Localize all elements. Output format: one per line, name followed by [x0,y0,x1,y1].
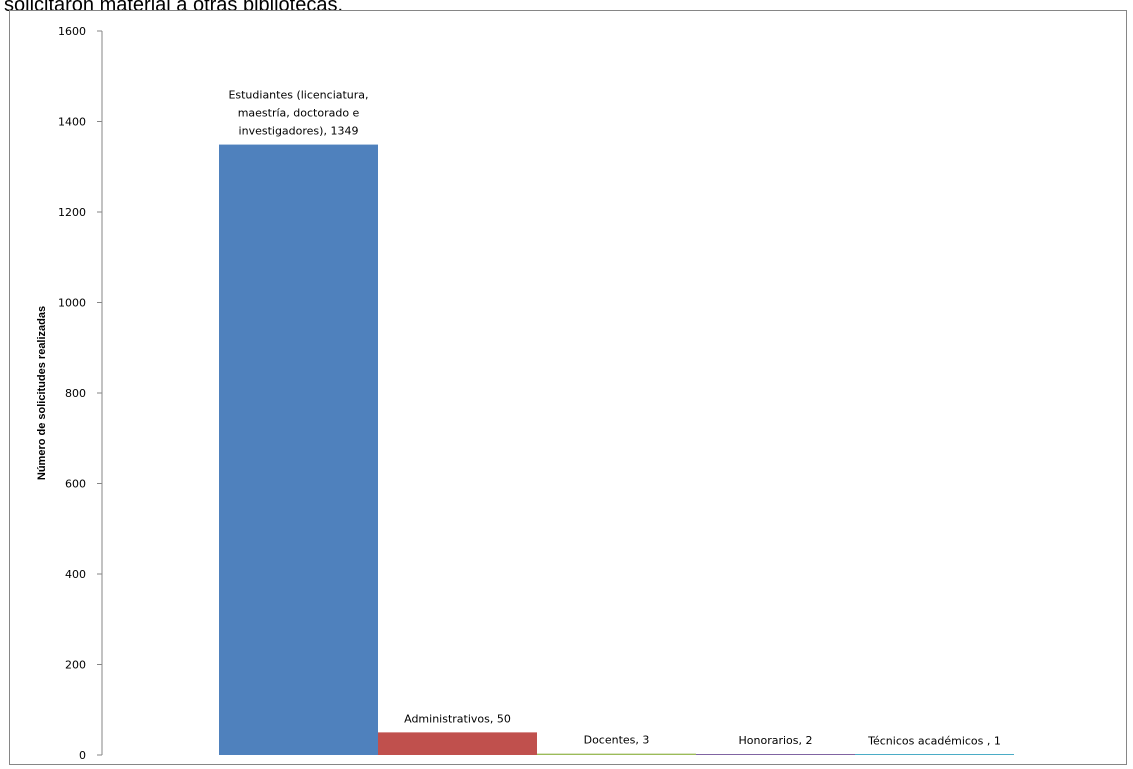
y-axis: 0 200 400 600 800 1000 1200 1400 1600 [58,25,103,762]
bar-data-label: Honorarios, 2 [739,734,813,747]
bar-data-label-line: Docentes, 3 [584,734,650,747]
bar [855,754,1014,755]
y-tick-label: 0 [79,749,86,762]
bar-data-label-line: Honorarios, 2 [739,734,813,747]
bar [378,732,537,755]
y-tick-label: 1400 [58,116,86,129]
bar-data-label: Estudiantes (licenciatura, maestría, doct… [228,89,368,138]
bar-data-label-line: Estudiantes (licenciatura, [228,89,368,102]
bar-data-label-line: investigadores), 1349 [239,125,359,138]
bar-data-label-line: Técnicos académicos , 1 [867,735,1001,748]
bar [537,753,696,755]
bar [696,754,855,755]
bar [219,144,378,755]
data-labels: Estudiantes (licenciatura, maestría, doct… [228,89,1000,748]
bars [219,144,1014,755]
figure-caption: solicitaron material a otras bibliotecas… [4,0,344,16]
bar-data-label: Técnicos académicos , 1 [867,735,1001,748]
y-tick-label: 600 [65,478,86,491]
y-tick-label: 800 [65,387,86,400]
y-axis-title: Número de solicitudes realizadas [36,306,48,480]
bar-data-label-line: maestría, doctorado e [238,107,360,120]
y-tick-label: 1600 [58,25,86,38]
y-tick-label: 200 [65,659,86,672]
chart-frame [9,10,1127,765]
y-tick-label: 1000 [58,297,86,310]
bar-data-label: Docentes, 3 [584,734,650,747]
bar-data-label-line: Administrativos, 50 [404,712,511,725]
y-tick-label: 1200 [58,206,86,219]
bar-data-label: Administrativos, 50 [404,712,511,725]
y-tick-label: 400 [65,568,86,581]
